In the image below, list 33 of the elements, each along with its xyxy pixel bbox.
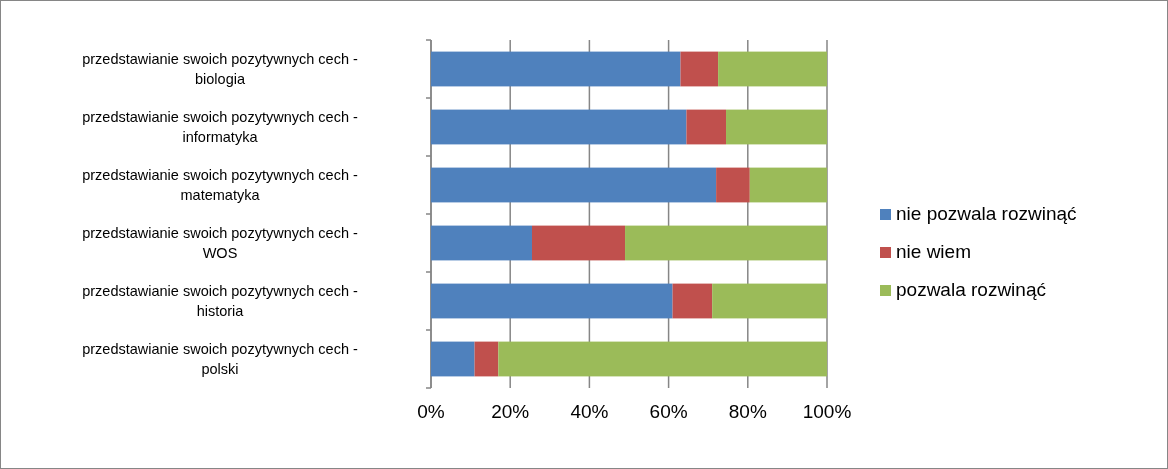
legend-label: nie pozwala rozwinąć (896, 203, 1077, 224)
x-tick-label: 80% (728, 401, 767, 422)
bar (749, 167, 827, 203)
x-tick-label: 100% (802, 401, 852, 422)
y-tick-label: przedstawianie swoich pozytywnych cech - informatyka (82, 109, 358, 145)
y-tick-label: przedstawianie swoich pozytywnych cech - WOS (82, 225, 358, 261)
x-tick-label: 0% (417, 401, 445, 422)
bar (686, 109, 727, 145)
legend-label: nie wiem (896, 241, 971, 262)
bar (431, 225, 532, 261)
bar (680, 51, 719, 87)
bar (716, 167, 750, 203)
bar (474, 341, 499, 377)
y-tick-label: przedstawianie swoich pozytywnych cech - biologia (82, 51, 358, 87)
bar (625, 225, 827, 261)
bar (498, 341, 827, 377)
y-tick-label: przedstawianie swoich pozytywnych cech - matematyka (82, 167, 358, 203)
bar (431, 167, 717, 203)
bar (531, 225, 626, 261)
y-tick-label: przedstawianie swoich pozytywnych cech - historia (82, 283, 358, 319)
bar (431, 283, 673, 319)
x-tick-label: 60% (649, 401, 688, 422)
bar (431, 341, 475, 377)
bar (672, 283, 713, 319)
x-tick-label: 20% (491, 401, 530, 422)
x-tick-label: 40% (570, 401, 609, 422)
legend-label: pozwala rozwinąć (896, 279, 1046, 300)
bar (712, 283, 827, 319)
y-tick-label: przedstawianie swoich pozytywnych cech - polski (82, 341, 358, 377)
bar (726, 109, 827, 145)
bar (431, 109, 687, 145)
bar (718, 51, 827, 87)
bar (431, 51, 681, 87)
